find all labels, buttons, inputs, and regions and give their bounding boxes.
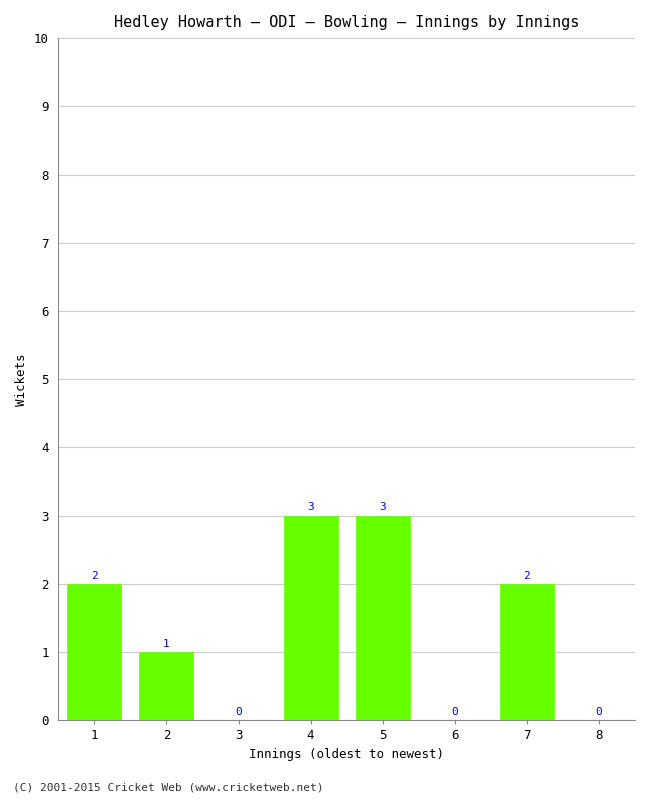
Bar — [139, 652, 194, 721]
Text: 0: 0 — [595, 707, 603, 717]
Text: 0: 0 — [235, 707, 242, 717]
Text: 0: 0 — [451, 707, 458, 717]
Bar — [356, 516, 410, 721]
Text: 3: 3 — [380, 502, 386, 512]
X-axis label: Innings (oldest to newest): Innings (oldest to newest) — [249, 748, 444, 761]
Bar — [68, 584, 122, 721]
Text: 1: 1 — [163, 638, 170, 649]
Text: 2: 2 — [91, 570, 98, 581]
Y-axis label: Wickets: Wickets — [15, 353, 28, 406]
Text: (C) 2001-2015 Cricket Web (www.cricketweb.net): (C) 2001-2015 Cricket Web (www.cricketwe… — [13, 782, 324, 792]
Bar — [283, 516, 337, 721]
Title: Hedley Howarth – ODI – Bowling – Innings by Innings: Hedley Howarth – ODI – Bowling – Innings… — [114, 15, 579, 30]
Text: 3: 3 — [307, 502, 314, 512]
Bar — [500, 584, 554, 721]
Text: 2: 2 — [523, 570, 530, 581]
